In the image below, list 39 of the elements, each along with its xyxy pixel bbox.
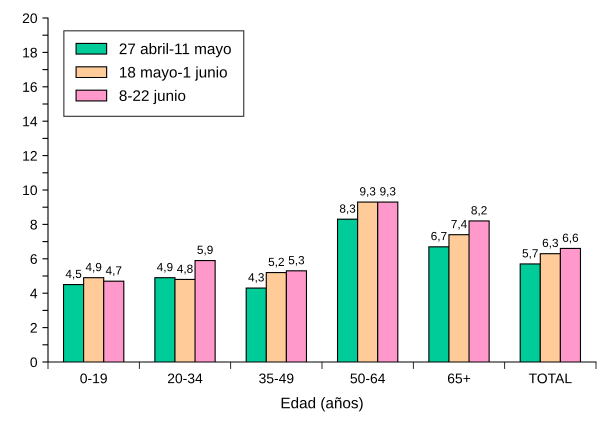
y-tick-label: 2 (30, 322, 37, 333)
data-label: 4,7 (106, 266, 122, 276)
x-tick-label: 35-49 (259, 373, 294, 384)
x-axis-title: Edad (años) (282, 397, 363, 412)
x-tick-label: 0-19 (80, 373, 107, 384)
y-tick-label: 10 (23, 185, 38, 196)
data-label: 9,3 (380, 187, 396, 197)
y-tick-label: 6 (30, 254, 37, 264)
x-tick-label: 50-64 (350, 373, 386, 384)
x-tick-label: 65+ (448, 373, 470, 384)
y-tick-label: 8 (30, 220, 37, 230)
y-tick-label: 18 (23, 48, 37, 58)
y-tick-label: 16 (23, 82, 37, 92)
data-label: 9,3 (360, 187, 376, 197)
x-tick-label: 20-34 (168, 373, 202, 384)
y-tick-label: 12 (23, 150, 37, 161)
x-tick-label: TOTAL (528, 373, 572, 384)
data-label: 4,8 (177, 264, 193, 274)
data-label: 8,3 (340, 204, 356, 214)
legend-label: 27 abril-11 mayo (120, 43, 231, 58)
data-label: 4,5 (66, 270, 82, 280)
data-label: 4,3 (248, 273, 264, 283)
data-label: 4,9 (156, 262, 173, 273)
legend-label: 8-22 junio (120, 90, 186, 104)
data-label: 5,3 (288, 256, 304, 266)
legend-label: 18 mayo-1 junio (120, 66, 227, 81)
y-tick-label: 14 (23, 116, 38, 126)
data-label: 6,3 (542, 238, 558, 249)
data-label: 8,2 (471, 206, 487, 216)
y-tick-label: 4 (30, 288, 38, 298)
data-label: 6,7 (431, 232, 447, 242)
data-label: 4,9 (86, 262, 102, 273)
data-label: 6,6 (562, 234, 578, 244)
y-tick-label: 0 (30, 357, 38, 368)
data-label: 7,4 (451, 220, 467, 230)
y-tick-label: 20 (22, 13, 38, 24)
data-label: 5,9 (197, 246, 213, 256)
data-label: 5,7 (522, 249, 538, 259)
data-label: 5,2 (268, 258, 284, 268)
